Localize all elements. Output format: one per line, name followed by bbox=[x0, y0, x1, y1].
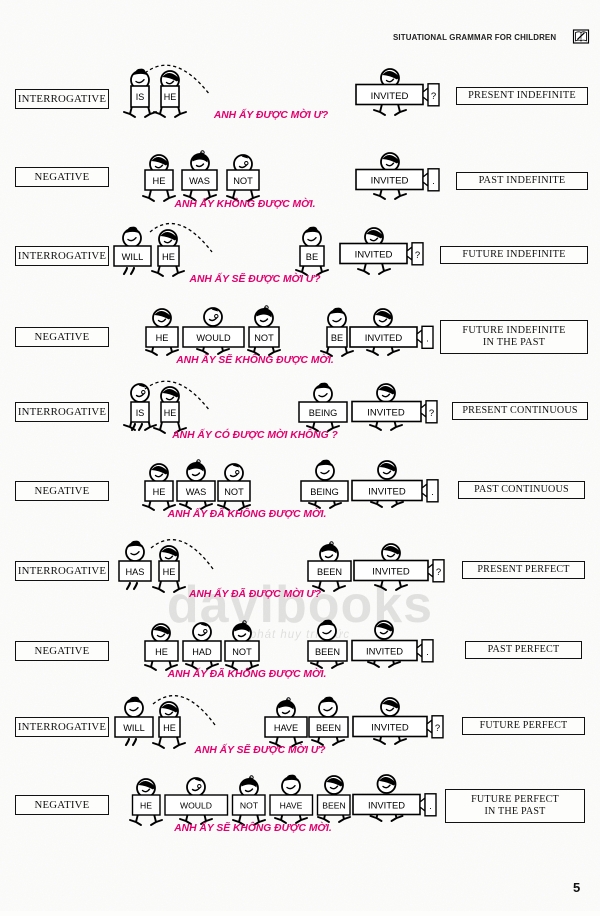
svg-text:INVITED: INVITED bbox=[371, 723, 409, 734]
svg-text:BEEN: BEEN bbox=[315, 647, 340, 657]
svg-text:.: . bbox=[426, 647, 429, 658]
svg-text:INVITED: INVITED bbox=[371, 91, 409, 102]
svg-text:IS: IS bbox=[136, 408, 145, 418]
svg-text:HE: HE bbox=[140, 801, 152, 811]
svg-text:HE: HE bbox=[153, 487, 166, 497]
svg-text:.: . bbox=[431, 487, 434, 498]
svg-text:INVITED: INVITED bbox=[367, 408, 405, 419]
svg-text:HAS: HAS bbox=[126, 567, 145, 577]
svg-text:HE: HE bbox=[155, 647, 168, 657]
svg-text:.: . bbox=[429, 801, 432, 812]
svg-text:INVITED: INVITED bbox=[368, 800, 405, 811]
svg-text:WOULD: WOULD bbox=[196, 333, 231, 343]
svg-text:WOULD: WOULD bbox=[180, 801, 212, 811]
svg-text:ANH ẤY ĐÃ KHÔNG ĐƯỢC MỜI.: ANH ẤY ĐÃ KHÔNG ĐƯỢC MỜI. bbox=[167, 667, 327, 680]
svg-text:NOT: NOT bbox=[233, 176, 253, 186]
svg-text:HAVE: HAVE bbox=[274, 723, 298, 733]
svg-text:HE: HE bbox=[164, 92, 177, 102]
svg-text:NOT: NOT bbox=[224, 487, 244, 497]
svg-text:HE: HE bbox=[162, 252, 175, 262]
svg-text:.: . bbox=[432, 176, 435, 187]
svg-text:?: ? bbox=[436, 567, 441, 578]
svg-text:ANH ẤY ĐƯỢC MỜI Ư?: ANH ẤY ĐƯỢC MỜI Ư? bbox=[213, 108, 329, 121]
svg-text:IS: IS bbox=[136, 92, 145, 102]
svg-text:NOT: NOT bbox=[232, 647, 252, 657]
svg-text:ANH ẤY ĐÃ ĐƯỢC MỜI Ư?: ANH ẤY ĐÃ ĐƯỢC MỜI Ư? bbox=[188, 587, 322, 600]
svg-text:?: ? bbox=[415, 250, 420, 261]
svg-text:NOT: NOT bbox=[254, 333, 274, 343]
svg-text:BEEN: BEEN bbox=[317, 567, 342, 577]
svg-text:NOT: NOT bbox=[240, 801, 259, 811]
svg-text:?: ? bbox=[431, 91, 436, 102]
svg-text:SITUATIONAL GRAMMAR FOR CHILDR: SITUATIONAL GRAMMAR FOR CHILDREN bbox=[393, 33, 556, 42]
svg-text:WILL: WILL bbox=[122, 252, 144, 262]
svg-text:HE: HE bbox=[153, 176, 166, 186]
svg-text:BEEN: BEEN bbox=[316, 723, 341, 733]
svg-text:BEEN: BEEN bbox=[322, 801, 345, 811]
svg-text:ANH ẤY SẼ KHÔNG ĐƯỢC MỜI.: ANH ẤY SẼ KHÔNG ĐƯỢC MỜI. bbox=[175, 353, 334, 366]
svg-text:HE: HE bbox=[156, 333, 169, 343]
svg-text:HE: HE bbox=[163, 567, 176, 577]
svg-text:BE: BE bbox=[331, 333, 343, 343]
svg-text:?: ? bbox=[435, 723, 440, 734]
svg-text:INVITED: INVITED bbox=[372, 567, 410, 578]
svg-text:ANH ẤY KHÔNG ĐƯỢC MỜI.: ANH ẤY KHÔNG ĐƯỢC MỜI. bbox=[174, 197, 316, 210]
svg-text:ANH ẤY SẼ ĐƯỢC MỜI Ư?: ANH ẤY SẼ ĐƯỢC MỜI Ư? bbox=[194, 743, 327, 756]
svg-text:HAD: HAD bbox=[192, 647, 212, 657]
svg-text:WILL: WILL bbox=[123, 723, 144, 733]
svg-text:ANH ẤY SẼ ĐƯỢC MỜI Ư?: ANH ẤY SẼ ĐƯỢC MỜI Ư? bbox=[189, 272, 322, 285]
svg-text:HE: HE bbox=[163, 723, 176, 733]
svg-text:WAS: WAS bbox=[189, 176, 210, 186]
svg-text:INVITED: INVITED bbox=[355, 250, 393, 261]
svg-text:WAS: WAS bbox=[186, 487, 207, 497]
svg-text:BE: BE bbox=[306, 252, 318, 262]
svg-text:ANH ẤY ĐÃ KHÔNG ĐƯỢC MỜI.: ANH ẤY ĐÃ KHÔNG ĐƯỢC MỜI. bbox=[167, 507, 327, 520]
svg-text:BEING: BEING bbox=[310, 487, 339, 497]
svg-text:5: 5 bbox=[573, 880, 580, 895]
svg-text:?: ? bbox=[429, 408, 434, 419]
svg-text:INVITED: INVITED bbox=[368, 487, 406, 498]
svg-text:INVITED: INVITED bbox=[366, 646, 403, 657]
svg-text:.: . bbox=[426, 334, 429, 345]
svg-text:HAVE: HAVE bbox=[280, 801, 303, 811]
svg-text:ANH ẤY SẼ KHÔNG ĐƯỢC MỜI.: ANH ẤY SẼ KHÔNG ĐƯỢC MỜI. bbox=[173, 821, 332, 834]
svg-text:BEING: BEING bbox=[309, 408, 338, 418]
svg-text:HE: HE bbox=[164, 408, 177, 418]
svg-text:ANH ẤY CÓ ĐƯỢC MỜI KHÔNG ?: ANH ẤY CÓ ĐƯỢC MỜI KHÔNG ? bbox=[171, 428, 338, 441]
svg-text:INVITED: INVITED bbox=[371, 176, 409, 187]
svg-text:INVITED: INVITED bbox=[365, 333, 403, 344]
